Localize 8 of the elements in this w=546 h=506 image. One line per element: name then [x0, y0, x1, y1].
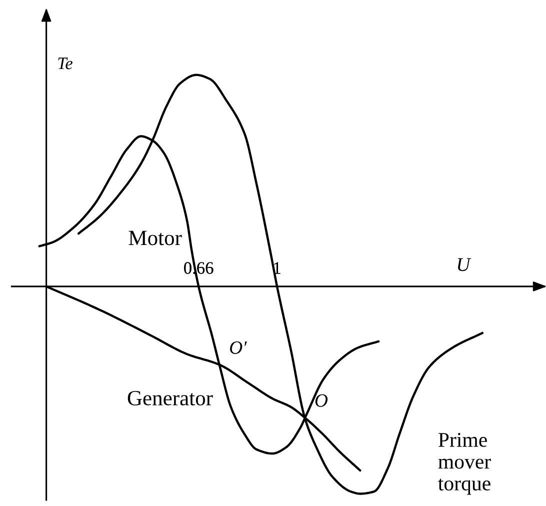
annotation: O′ [230, 341, 247, 354]
annotation: Motor [128, 230, 182, 246]
text: Prime mover torque [438, 432, 491, 495]
x-tick-label: 1 [274, 262, 280, 274]
y-axis-title: Te [58, 58, 72, 70]
annotation: Generator [128, 390, 213, 406]
annotation: O [315, 394, 328, 407]
x-axis-title: U [458, 258, 472, 272]
